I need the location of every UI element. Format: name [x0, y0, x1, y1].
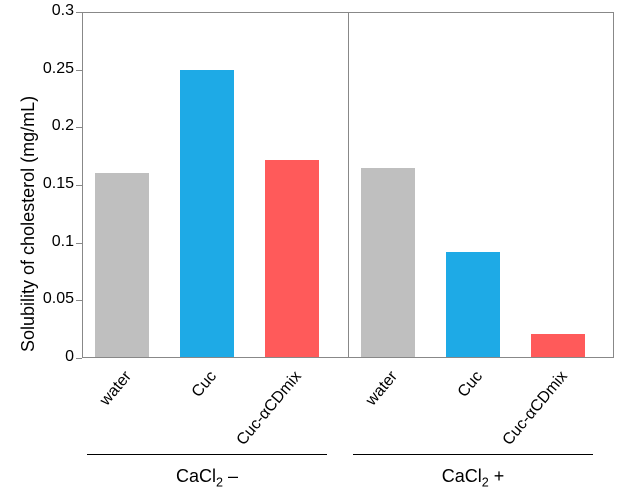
y-tick-label: 0.2 [32, 117, 74, 135]
category-label: Cuc-αCDmix [234, 368, 306, 449]
chart-stage: Solubility of cholesterol (mg/mL) 00.050… [0, 0, 638, 502]
category-label: water [363, 368, 402, 410]
y-tick [76, 358, 82, 359]
y-tick [76, 185, 82, 186]
y-tick-label: 0 [32, 348, 74, 366]
category-label: Cuc-αCDmix [500, 368, 572, 449]
y-tick-label: 0.05 [32, 290, 74, 308]
group-label: CaCl2 – [87, 466, 327, 490]
y-tick-label: 0.3 [32, 2, 74, 20]
y-tick-label: 0.15 [32, 175, 74, 193]
y-tick-label: 0.1 [32, 233, 74, 251]
panel-divider [348, 12, 349, 358]
y-tick [76, 12, 82, 13]
y-tick [76, 70, 82, 71]
plot-area [82, 12, 614, 358]
group-underline [353, 454, 593, 455]
y-tick [76, 300, 82, 301]
bar [95, 173, 149, 357]
category-label: Cuc [455, 368, 487, 401]
group-underline [87, 454, 327, 455]
bar [361, 168, 415, 357]
y-tick-label: 0.25 [32, 60, 74, 78]
group-label: CaCl2 + [353, 466, 593, 490]
category-label: water [97, 368, 136, 410]
bar [446, 252, 500, 357]
bar [531, 334, 585, 357]
y-tick [76, 127, 82, 128]
category-label: Cuc [189, 368, 221, 401]
bar [180, 70, 234, 357]
bar [265, 160, 319, 357]
y-tick [76, 243, 82, 244]
